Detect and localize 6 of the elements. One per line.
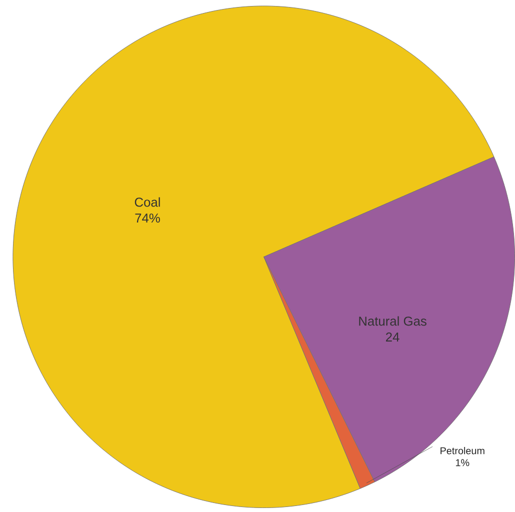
slice-label: Coal	[134, 197, 160, 207]
data-label: 1%	[456, 459, 470, 466]
data-label: 74%	[135, 214, 160, 223]
data-label: 24	[386, 332, 400, 342]
slice-label: Petroleum	[440, 447, 484, 454]
slice-label: Natural Gas	[359, 316, 426, 326]
